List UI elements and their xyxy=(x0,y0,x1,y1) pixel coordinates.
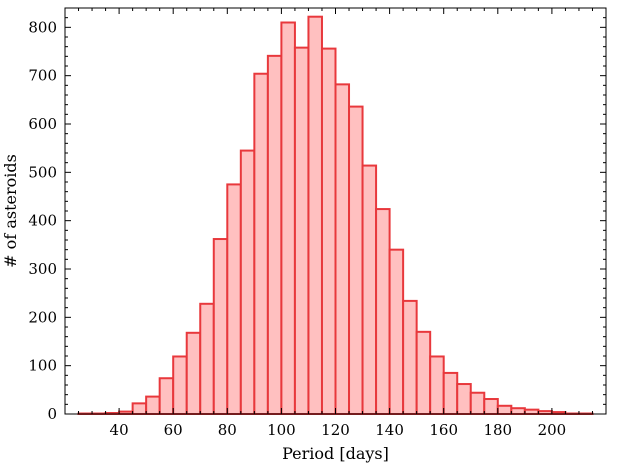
histogram-bar xyxy=(281,23,295,415)
y-tick-label: 500 xyxy=(28,163,57,181)
histogram-bar xyxy=(444,373,458,414)
x-tick-label: 40 xyxy=(110,421,129,439)
y-tick-label: 100 xyxy=(28,357,57,375)
x-tick-label: 80 xyxy=(218,421,237,439)
histogram-bar xyxy=(349,107,363,414)
x-tick-label: 200 xyxy=(538,421,567,439)
histogram-bar xyxy=(146,397,160,414)
y-tick-label: 600 xyxy=(28,115,57,133)
x-tick-label: 160 xyxy=(429,421,458,439)
histogram-bar xyxy=(525,410,539,414)
histogram-bar xyxy=(511,408,525,414)
histogram-bar xyxy=(295,48,309,414)
x-tick-label: 120 xyxy=(321,421,350,439)
histogram-bar xyxy=(403,301,417,414)
histogram-bar xyxy=(363,166,377,414)
histogram-bar xyxy=(457,384,471,414)
x-tick-label: 140 xyxy=(375,421,404,439)
y-axis-label: # of asteroids xyxy=(1,154,20,268)
histogram-bar xyxy=(214,239,228,414)
histogram-bar xyxy=(187,333,201,414)
y-tick-label: 700 xyxy=(28,67,57,85)
histogram-bar xyxy=(417,332,431,414)
histogram-bar xyxy=(390,250,404,414)
histogram-bar xyxy=(376,209,390,414)
histogram-bar xyxy=(430,356,444,414)
histogram-bar xyxy=(200,304,214,414)
y-tick-label: 300 xyxy=(28,260,57,278)
x-tick-label: 180 xyxy=(483,421,512,439)
histogram-bar xyxy=(160,378,174,414)
histogram-bar xyxy=(268,56,282,414)
histogram-bar xyxy=(322,49,336,414)
y-tick-label: 0 xyxy=(47,405,57,423)
y-tick-label: 200 xyxy=(28,308,57,326)
histogram-bar xyxy=(133,403,147,414)
histogram-bar xyxy=(471,393,485,414)
y-tick-label: 800 xyxy=(28,18,57,36)
histogram-bar xyxy=(484,399,498,414)
x-tick-label: 60 xyxy=(164,421,183,439)
y-tick-label: 400 xyxy=(28,212,57,230)
x-tick-label: 100 xyxy=(267,421,296,439)
histogram-bar xyxy=(241,151,255,414)
histogram-bar xyxy=(336,84,350,414)
x-axis-label: Period [days] xyxy=(282,444,389,463)
histogram-bar xyxy=(498,406,512,414)
histogram-bar xyxy=(254,74,268,414)
histogram-bar xyxy=(173,356,187,414)
histogram-bar xyxy=(227,184,241,414)
histogram-bar xyxy=(308,17,322,414)
